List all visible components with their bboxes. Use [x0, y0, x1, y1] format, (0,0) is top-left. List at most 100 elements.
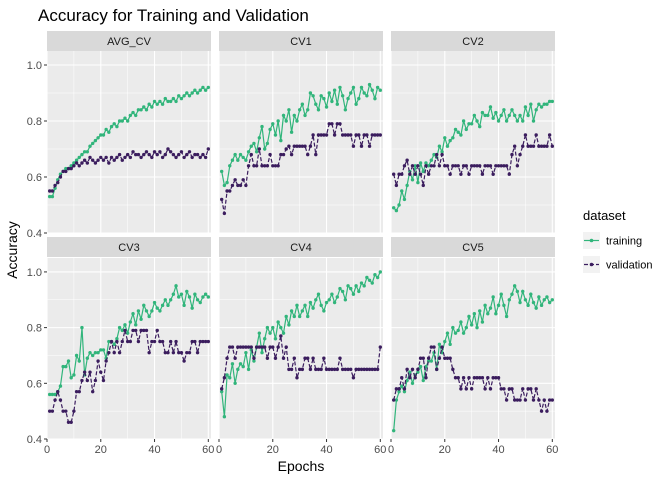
- data-point-training: [284, 119, 288, 123]
- data-point-validation: [550, 398, 555, 402]
- data-point-training: [185, 289, 189, 294]
- data-point-training: [526, 113, 530, 118]
- data-point-training: [472, 113, 477, 118]
- data-point-training: [496, 303, 501, 308]
- data-point-validation: [478, 164, 482, 168]
- data-point-validation: [228, 345, 232, 349]
- x-tick-label: 60: [374, 444, 386, 456]
- data-point-training: [225, 373, 229, 377]
- data-point-validation: [518, 398, 522, 402]
- data-point-training: [330, 292, 334, 296]
- data-point-training: [359, 85, 364, 90]
- data-point-training: [82, 150, 87, 154]
- data-point-training: [244, 350, 248, 355]
- data-point-validation: [426, 172, 431, 176]
- data-point-validation: [502, 387, 506, 391]
- x-tick-label: 40: [148, 444, 160, 456]
- data-point-training: [93, 350, 98, 355]
- data-point-training: [47, 392, 52, 397]
- data-point-validation: [190, 339, 194, 344]
- data-point-validation: [314, 152, 318, 157]
- data-point-validation: [144, 328, 149, 333]
- data-point-validation: [475, 164, 479, 168]
- data-point-validation: [523, 398, 528, 402]
- data-point-training: [168, 298, 173, 302]
- data-point-validation: [134, 152, 138, 157]
- x-tick-label: 40: [492, 444, 504, 456]
- data-point-validation: [437, 356, 442, 360]
- data-point-validation: [445, 164, 450, 168]
- x-axis-title: Epochs: [278, 458, 325, 474]
- data-point-training: [233, 381, 237, 386]
- data-point-validation: [440, 345, 444, 349]
- data-point-training: [480, 320, 485, 324]
- data-point-validation: [308, 367, 313, 372]
- data-point-validation: [324, 133, 329, 137]
- data-point-validation: [529, 387, 533, 391]
- data-point-training: [268, 127, 272, 132]
- data-point-training: [112, 122, 116, 126]
- data-point-validation: [316, 367, 321, 372]
- data-point-validation: [394, 183, 399, 188]
- data-point-training: [271, 325, 275, 330]
- data-point-validation: [195, 152, 200, 157]
- data-point-validation: [499, 387, 503, 391]
- data-point-validation: [531, 398, 536, 402]
- data-point-validation: [74, 161, 79, 165]
- data-point-training: [496, 119, 501, 123]
- data-point-validation: [254, 345, 259, 349]
- data-point-training: [136, 309, 141, 313]
- y-tick-label: 0.4: [27, 434, 42, 446]
- data-point-validation: [332, 133, 337, 137]
- data-point-training: [206, 85, 211, 90]
- data-point-validation: [206, 339, 211, 344]
- data-point-training: [507, 298, 511, 302]
- data-point-validation: [314, 367, 318, 372]
- data-point-validation: [539, 409, 544, 413]
- data-point-validation: [456, 164, 460, 168]
- panel-background: [219, 51, 383, 233]
- data-point-training: [158, 99, 162, 104]
- data-point-validation: [80, 378, 84, 383]
- data-point-training: [252, 359, 256, 363]
- data-point-training: [349, 286, 353, 291]
- data-point-validation: [416, 164, 420, 168]
- data-point-training: [265, 325, 270, 330]
- data-point-training: [241, 364, 245, 369]
- data-point-training: [459, 133, 463, 137]
- data-point-training: [327, 91, 331, 95]
- data-point-validation: [464, 164, 468, 168]
- data-point-training: [378, 88, 383, 92]
- data-point-training: [421, 378, 425, 383]
- data-point-validation: [507, 387, 511, 391]
- data-point-training: [171, 96, 176, 101]
- data-point-training: [163, 298, 167, 302]
- data-point-training: [134, 323, 138, 327]
- data-point-validation: [260, 164, 264, 168]
- data-point-validation: [330, 367, 334, 372]
- data-point-validation: [195, 350, 200, 355]
- data-point-validation: [357, 367, 361, 372]
- data-point-training: [276, 320, 280, 324]
- data-point-training: [502, 303, 506, 308]
- data-point-training: [66, 359, 71, 363]
- data-point-validation: [402, 164, 407, 168]
- data-point-validation: [91, 389, 95, 394]
- data-point-training: [190, 306, 194, 310]
- data-point-validation: [190, 155, 194, 160]
- data-point-validation: [529, 144, 533, 148]
- data-point-validation: [198, 339, 202, 344]
- data-point-training: [550, 298, 555, 302]
- data-point-validation: [117, 350, 122, 355]
- data-point-training: [303, 303, 307, 308]
- data-point-validation: [332, 367, 337, 372]
- data-point-training: [88, 144, 92, 148]
- data-point-training: [230, 362, 235, 366]
- x-tick-label: 40: [320, 444, 332, 456]
- data-point-validation: [279, 152, 283, 157]
- data-point-training: [150, 309, 154, 313]
- data-point-training: [179, 292, 184, 296]
- data-point-validation: [435, 367, 439, 372]
- data-point-validation: [327, 367, 331, 372]
- data-point-training: [260, 124, 264, 129]
